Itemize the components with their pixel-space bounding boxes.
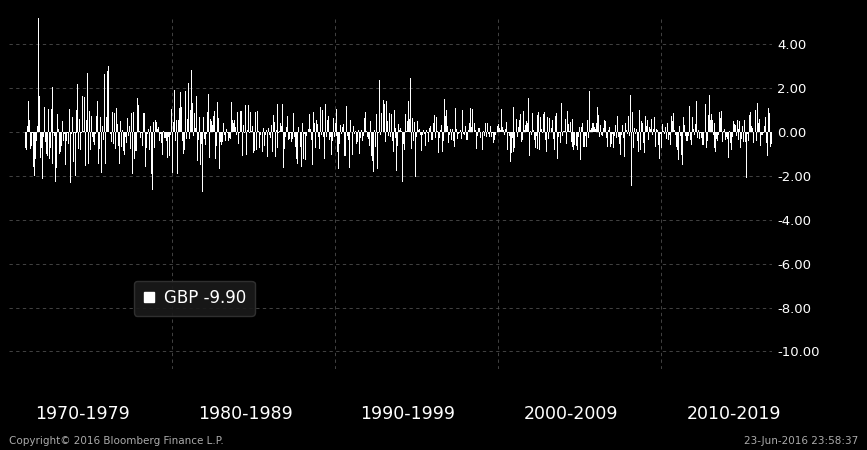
Text: 2000-2009: 2000-2009 [524,405,618,423]
Text: Copyright© 2016 Bloomberg Finance L.P.: Copyright© 2016 Bloomberg Finance L.P. [9,436,224,446]
Legend: GBP -9.90: GBP -9.90 [134,281,255,315]
Text: 23-Jun-2016 23:58:37: 23-Jun-2016 23:58:37 [744,436,858,446]
Text: 2010-2019: 2010-2019 [687,405,781,423]
Text: 1980-1989: 1980-1989 [198,405,292,423]
Text: 1990-1999: 1990-1999 [361,405,455,423]
Text: 1970-1979: 1970-1979 [35,405,129,423]
